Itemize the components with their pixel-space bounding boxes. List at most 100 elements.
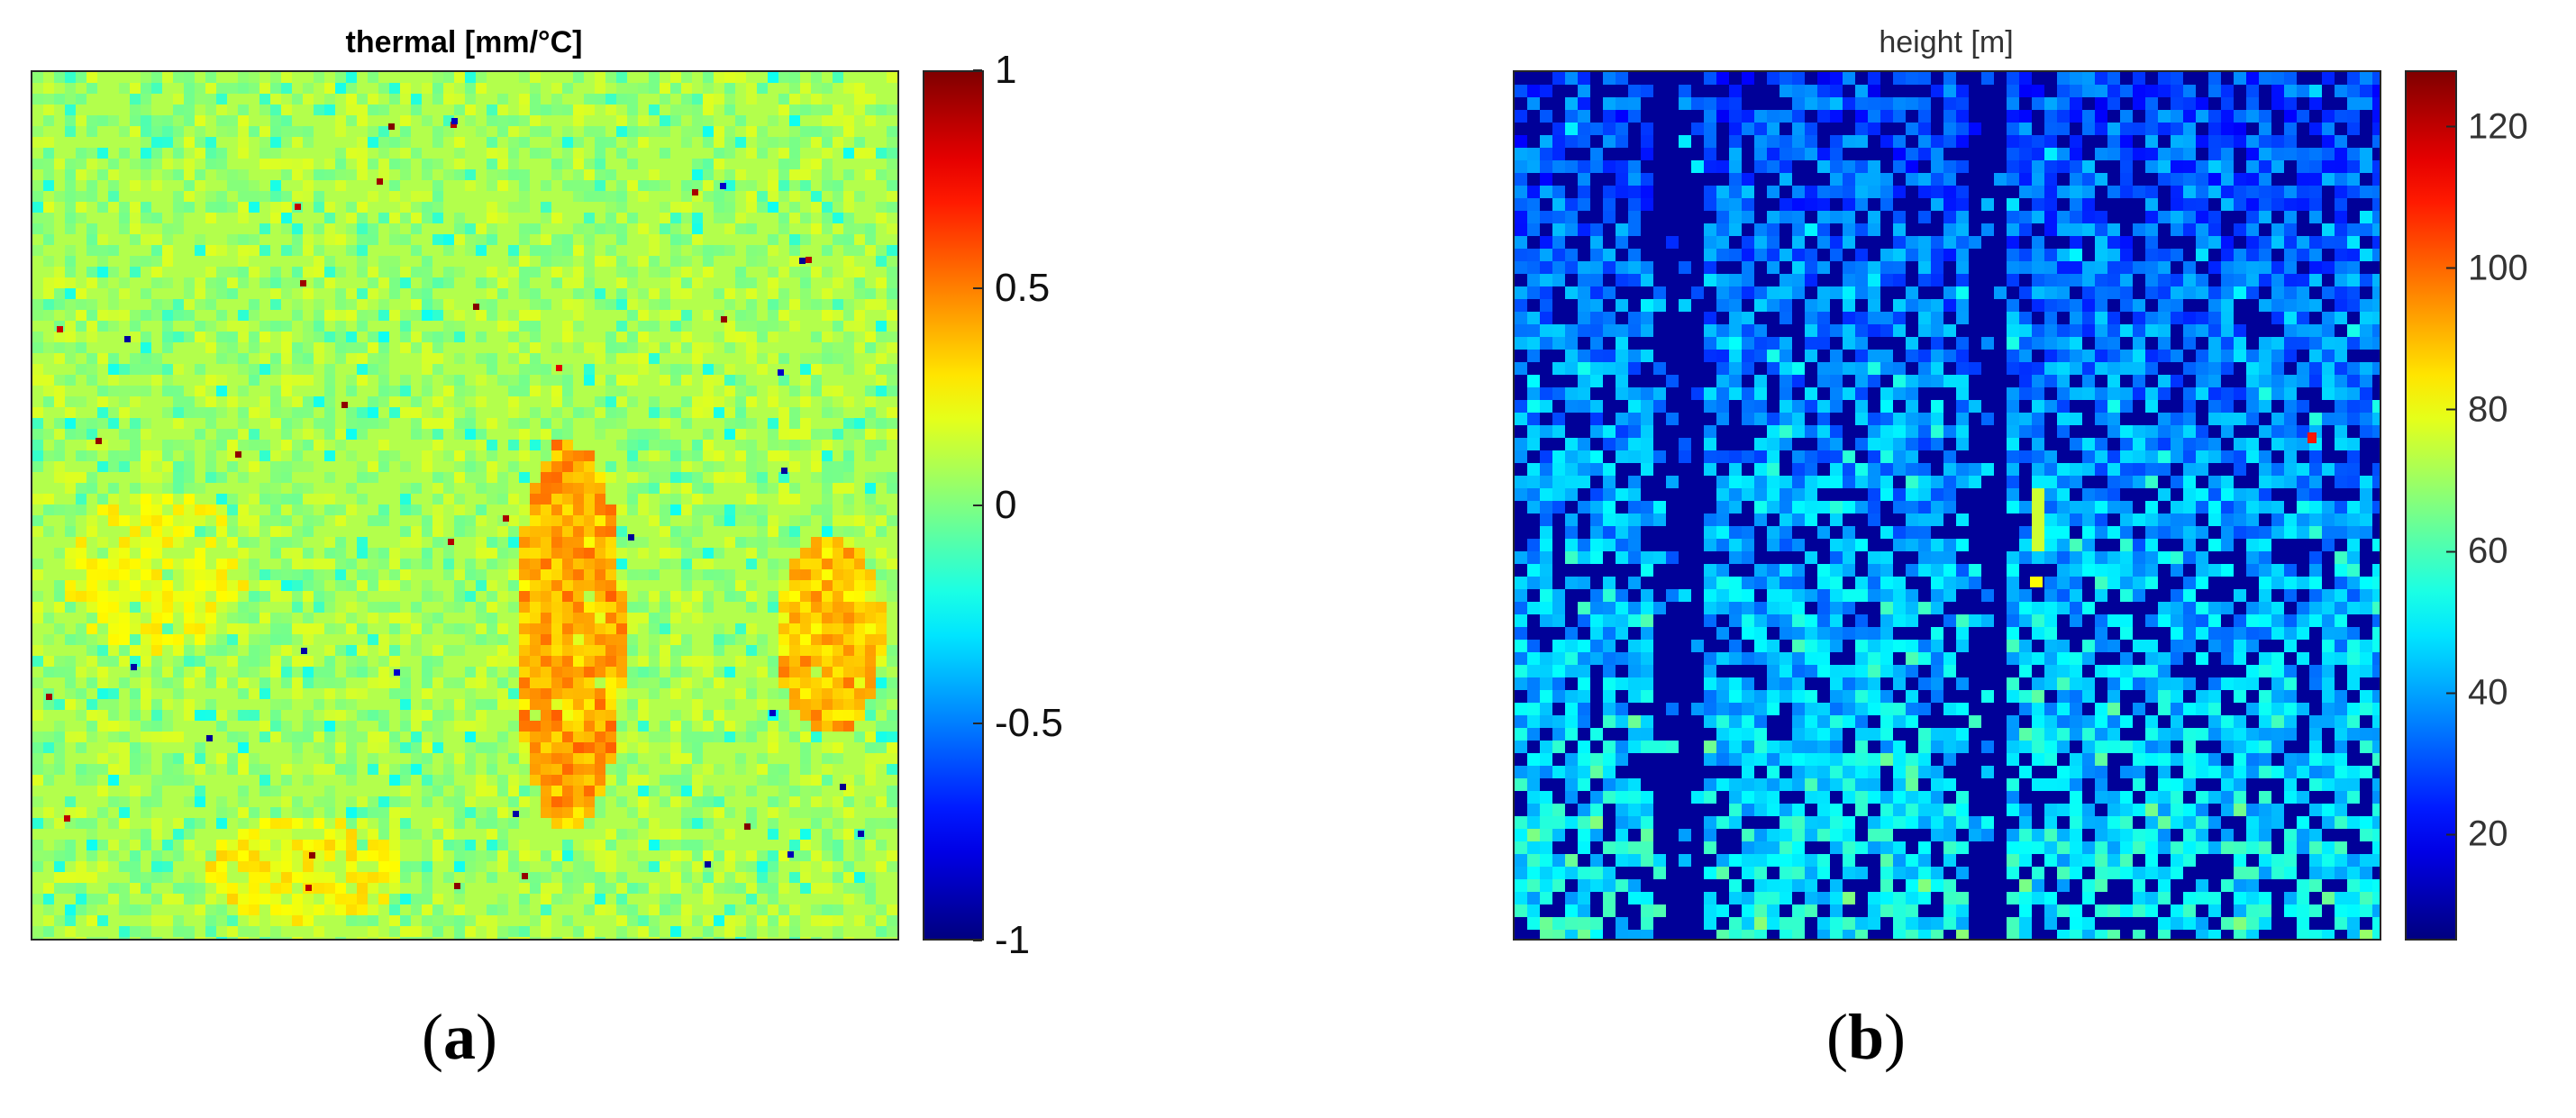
heatmap-cell [854, 775, 865, 786]
heatmap-cell [595, 559, 605, 569]
heatmap-cell [476, 72, 487, 83]
heatmap-cell [541, 245, 551, 256]
heatmap-cell [184, 180, 195, 191]
heatmap-cell [487, 472, 497, 483]
heatmap-cell [562, 818, 573, 829]
heatmap-cell [2322, 160, 2335, 173]
heatmap-cell [833, 72, 843, 83]
heatmap-cell [1691, 160, 1704, 173]
heatmap-cell [119, 407, 130, 418]
heatmap-cell [551, 796, 562, 807]
heatmap-cell [130, 396, 141, 407]
heatmap-cell [660, 310, 670, 321]
heatmap-cell [1868, 173, 1880, 186]
heatmap-cell [660, 937, 670, 939]
heatmap-cell [584, 213, 595, 223]
heatmap-cell [476, 667, 487, 677]
heatmap-cell [627, 807, 638, 818]
heatmap-cell [443, 559, 454, 569]
heatmap-cell [314, 850, 324, 861]
heatmap-cell [2271, 299, 2284, 312]
heatmap-cell [681, 137, 692, 148]
heatmap-cell [108, 180, 119, 191]
heatmap-cell [2259, 299, 2271, 312]
heatmap-cell [432, 645, 443, 656]
heatmap-cell [238, 137, 249, 148]
heatmap-cell [735, 623, 746, 634]
heatmap-cell [465, 72, 476, 83]
heatmap-cell [303, 569, 314, 580]
heatmap-cell [1590, 160, 1603, 173]
heatmap-cell [65, 472, 76, 483]
heatmap-cell [1616, 97, 1628, 110]
heatmap-cell [530, 364, 541, 375]
heatmap-cell [670, 245, 681, 256]
heatmap-cell [2372, 186, 2380, 198]
heatmap-cell [324, 602, 335, 613]
heatmap-cell [1578, 299, 1590, 312]
heatmap-cell [605, 223, 616, 234]
heatmap-cell [432, 396, 443, 407]
heatmap-cell [141, 115, 151, 126]
heatmap-cell [789, 656, 800, 667]
heatmap-cell [2082, 312, 2095, 324]
heatmap-cell [562, 840, 573, 850]
heatmap-cell [2007, 110, 2019, 123]
heatmap-cell [216, 245, 227, 256]
heatmap-cell [249, 829, 259, 840]
heatmap-cell [508, 353, 519, 364]
heatmap-cell [800, 937, 811, 939]
heatmap-cell [86, 234, 97, 245]
heatmap-cell [270, 894, 281, 904]
heatmap-cell [1704, 312, 1716, 324]
heatmap-cell [43, 850, 54, 861]
heatmap-cell [681, 126, 692, 137]
heatmap-cell [681, 191, 692, 202]
heatmap-cell [670, 213, 681, 223]
heatmap-cell [97, 667, 108, 677]
heatmap-cell [865, 818, 876, 829]
heatmap-cell [605, 169, 616, 180]
heatmap-cell [692, 753, 703, 764]
heatmap-cell [692, 94, 703, 105]
heatmap-cell [411, 721, 422, 732]
heatmap-cell [411, 732, 422, 742]
heatmap-cell [638, 602, 649, 613]
heatmap-cell [324, 850, 335, 861]
heatmap-cell [76, 894, 86, 904]
heatmap-cell [638, 126, 649, 137]
heatmap-cell [789, 83, 800, 94]
heatmap-cell [541, 364, 551, 375]
heatmap-cell [119, 656, 130, 667]
heatmap-cell [1792, 223, 1805, 236]
heatmap-cell [616, 234, 627, 245]
heatmap-cell [660, 94, 670, 105]
heatmap-cell [205, 710, 216, 721]
heatmap-cell [562, 386, 573, 396]
heatmap-cell [1780, 135, 1792, 148]
heatmap-cell [1704, 186, 1716, 198]
heatmap-cell [822, 840, 833, 850]
heatmap-cell [303, 677, 314, 688]
heatmap-cell [389, 191, 400, 202]
heatmap-cell [833, 699, 843, 710]
heatmap-cell [1628, 186, 1641, 198]
heatmap-cell [443, 753, 454, 764]
heatmap-cell [184, 105, 195, 115]
heatmap-cell [238, 710, 249, 721]
heatmap-cell [378, 277, 389, 288]
heatmap-cell [595, 537, 605, 548]
heatmap-cell [551, 375, 562, 386]
heatmap-cell [2372, 299, 2380, 312]
heatmap-cell [638, 83, 649, 94]
heatmap-cell [670, 407, 681, 418]
heatmap-cell [32, 245, 43, 256]
heatmap-cell [346, 667, 357, 677]
heatmap-cell [1515, 198, 1527, 211]
heatmap-cell [357, 375, 368, 386]
heatmap-cell [595, 180, 605, 191]
heatmap-cell [584, 786, 595, 796]
heatmap-cell [1855, 110, 1868, 123]
heatmap-cell [86, 115, 97, 126]
heatmap-cell [519, 169, 530, 180]
